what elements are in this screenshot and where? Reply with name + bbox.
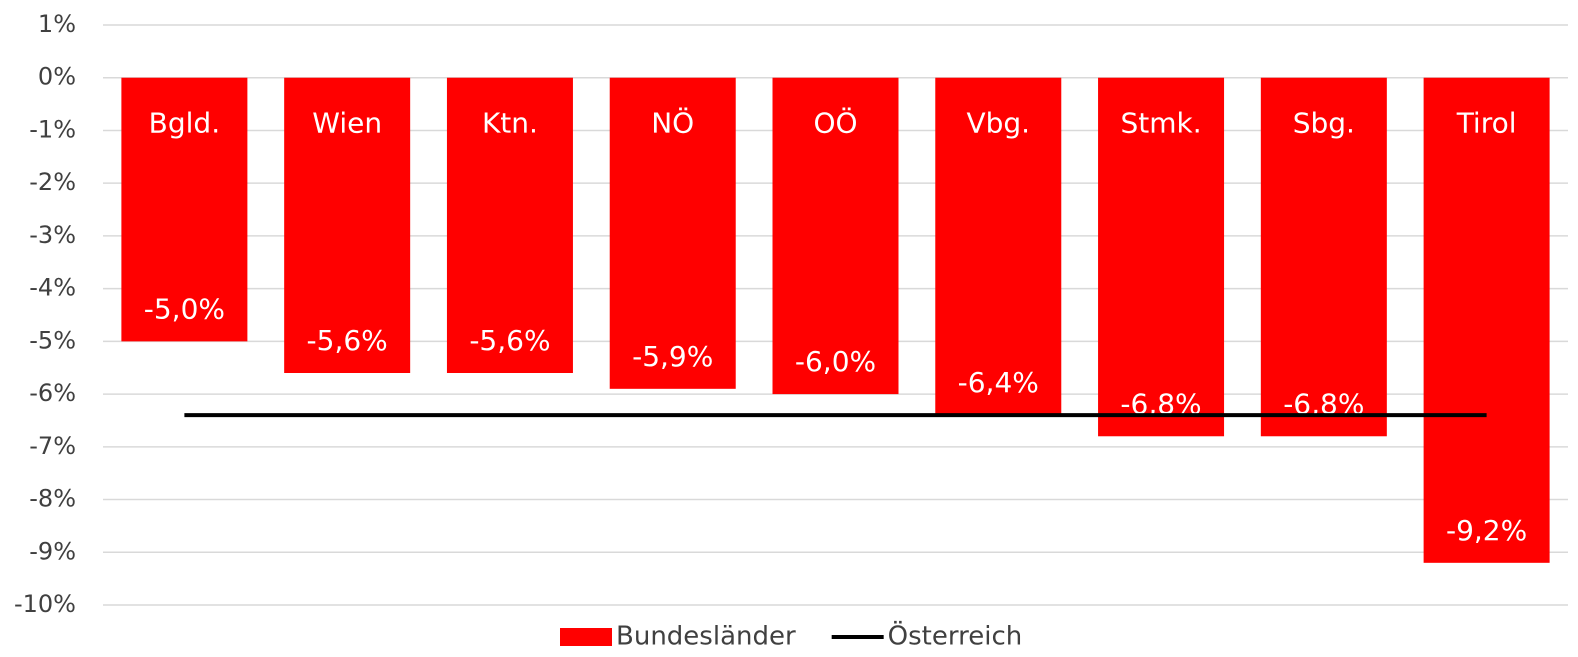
y-tick-label: -7% [29,432,76,460]
y-tick-label: -2% [29,168,76,196]
data-label: -9,2% [1446,514,1527,547]
category-label: Ktn. [482,107,538,140]
y-tick-label: -10% [14,590,76,618]
y-tick-label: -1% [29,115,76,143]
bar [1423,77,1550,563]
y-tick-label: -3% [29,221,76,249]
data-label: -5,6% [307,324,388,357]
bar [1098,77,1225,437]
category-label: Bgld. [149,107,220,140]
legend-label: Bundesländer [616,622,796,652]
y-tick-label: 0% [38,63,76,91]
y-tick-label: -6% [29,379,76,407]
bar [609,77,736,389]
data-label: -5,9% [632,340,713,373]
legend-swatch [560,628,612,646]
category-label: Tirol [1456,107,1517,140]
y-tick-label: -5% [29,326,76,354]
bar [446,77,573,374]
category-label: OÖ [813,106,857,140]
bar [284,77,411,374]
data-label: -6,0% [795,345,876,378]
category-label: NÖ [651,106,694,140]
y-tick-label: 1% [38,10,76,38]
y-tick-label: -8% [29,485,76,513]
category-label: Wien [312,107,382,140]
data-label: -5,0% [144,292,225,325]
bar [772,77,899,395]
bar [1260,77,1387,437]
legend-label: Österreich [888,620,1023,652]
y-tick-label: -4% [29,274,76,302]
data-label: -5,6% [469,324,550,357]
bar [935,77,1062,416]
category-label: Stmk. [1120,107,1201,140]
y-tick-label: -9% [29,537,76,565]
category-label: Sbg. [1293,107,1355,140]
data-label: -6,4% [958,366,1039,399]
bar [121,77,248,342]
category-label: Vbg. [966,107,1030,140]
